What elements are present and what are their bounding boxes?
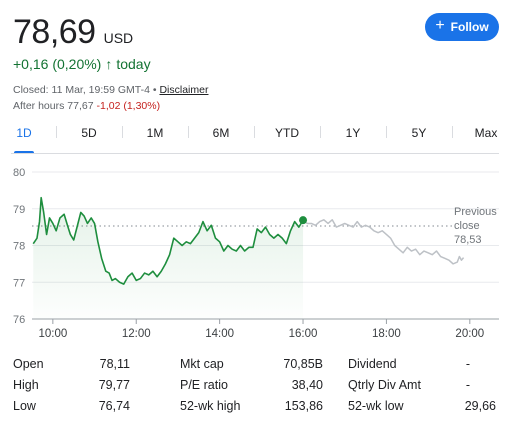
current-price: 78,69 — [13, 13, 96, 51]
plus-icon: + — [435, 17, 445, 34]
previous-close-label: close — [454, 220, 480, 232]
tabs-divider — [11, 153, 499, 154]
stat-high: High 79,77 — [13, 378, 130, 392]
stat-value: 153,86 — [284, 399, 323, 413]
x-tick-label: 14:00 — [205, 328, 234, 340]
range-tabs: 1D 5D 1M 6M YTD 1Y 5Y Max — [0, 121, 506, 155]
tab-6m[interactable]: 6M — [212, 126, 230, 140]
stat-value: - — [465, 357, 470, 371]
tab-1y[interactable]: 1Y — [345, 126, 361, 140]
stat-value: 76,74 — [98, 399, 130, 413]
tab-divider — [122, 126, 123, 138]
x-tick-label: 16:00 — [289, 328, 318, 340]
stat-mkt-cap: Mkt cap 70,85B — [180, 357, 323, 371]
stat-value: 38,40 — [291, 378, 323, 392]
tab-max[interactable]: Max — [474, 126, 498, 140]
tab-divider — [188, 126, 189, 138]
change-value: +0,16 (0,20%) — [13, 56, 102, 72]
price-display: 78,69 USD — [13, 12, 133, 52]
tab-divider — [452, 126, 453, 138]
y-tick-label: 77 — [13, 277, 25, 289]
follow-button[interactable]: + Follow — [425, 13, 499, 41]
y-tick-label: 78 — [13, 241, 25, 253]
stat-label: Low — [13, 399, 36, 413]
stat-pe-ratio: P/E ratio 38,40 — [180, 378, 323, 392]
tab-divider — [56, 126, 57, 138]
y-tick-label: 76 — [13, 314, 25, 326]
stat-52wk-low: 52-wk low 29,66 — [348, 399, 496, 413]
after-hours-price: After hours 77,67 — [13, 100, 94, 112]
stat-label: P/E ratio — [180, 378, 228, 392]
close-point-marker — [299, 216, 308, 225]
currency-code: USD — [103, 30, 134, 46]
stat-value: 29,66 — [464, 399, 496, 413]
after-hours-line — [302, 219, 465, 265]
stat-52wk-high: 52-wk high 153,86 — [180, 399, 323, 413]
tab-1m[interactable]: 1M — [146, 126, 164, 140]
change-period: today — [116, 56, 151, 72]
price-chart[interactable]: 76 77 78 79 80 10:00 12:00 14:00 16:00 18:00 20:00… — [0, 155, 506, 345]
active-tab-indicator — [14, 151, 34, 154]
tab-divider — [386, 126, 387, 138]
stat-label: High — [13, 378, 39, 392]
tab-5d[interactable]: 5D — [81, 126, 97, 140]
stat-low: Low 76,74 — [13, 399, 130, 413]
arrow-up-icon: ↑ — [105, 56, 113, 72]
stat-label: Open — [13, 357, 44, 371]
stat-open: Open 78,11 — [13, 357, 130, 371]
stat-value: 70,85B — [283, 357, 323, 371]
tab-1d[interactable]: 1D — [16, 126, 32, 140]
market-status: Closed: 11 Mar, 19:59 GMT-4 • Disclaimer — [13, 84, 208, 96]
follow-label: Follow — [450, 20, 489, 34]
closed-text: Closed: 11 Mar, 19:59 GMT-4 • — [13, 84, 157, 96]
previous-close-label: Previous — [454, 206, 497, 218]
regular-session-line — [32, 196, 304, 285]
stat-label: 52-wk high — [180, 399, 241, 413]
y-tick-label: 79 — [13, 204, 25, 216]
stat-label: Mkt cap — [180, 357, 224, 371]
x-tick-label: 10:00 — [38, 328, 67, 340]
tab-5y[interactable]: 5Y — [411, 126, 427, 140]
disclaimer-link[interactable]: Disclaimer — [159, 84, 209, 96]
x-tick-label: 20:00 — [455, 328, 484, 340]
stat-value: 78,11 — [99, 357, 130, 371]
x-tick-label: 12:00 — [122, 328, 151, 340]
stat-qtrly-div: Qtrly Div Amt - — [348, 378, 496, 392]
previous-close-value: 78,53 — [454, 234, 482, 246]
stat-value: - — [465, 378, 470, 392]
price-change: +0,16 (0,20%) ↑ today — [13, 56, 151, 72]
stat-value: 79,77 — [98, 378, 130, 392]
tab-divider — [320, 126, 321, 138]
stat-label: Dividend — [348, 357, 397, 371]
after-hours: After hours 77,67 -1,02 (1,30%) — [13, 100, 160, 112]
x-tick-label: 18:00 — [372, 328, 401, 340]
stat-label: 52-wk low — [348, 399, 404, 413]
y-tick-label: 80 — [13, 167, 25, 179]
stat-dividend: Dividend - — [348, 357, 496, 371]
after-hours-change: -1,02 (1,30%) — [96, 100, 161, 112]
tab-ytd[interactable]: YTD — [275, 126, 299, 140]
tab-divider — [254, 126, 255, 138]
stat-label: Qtrly Div Amt — [348, 378, 421, 392]
